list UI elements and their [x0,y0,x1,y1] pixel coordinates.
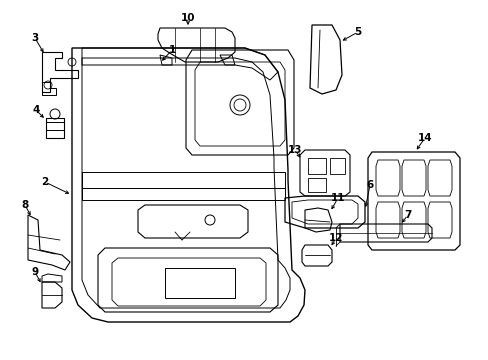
Bar [164,268,235,298]
Bar [46,118,64,138]
Text: 11: 11 [330,193,345,203]
Text: 2: 2 [41,177,48,187]
Text: 12: 12 [328,233,343,243]
Text: 10: 10 [181,13,195,23]
Text: 7: 7 [404,210,411,220]
Text: 5: 5 [354,27,361,37]
Text: 9: 9 [31,267,39,277]
Text: 8: 8 [21,200,29,210]
Text: 13: 13 [287,145,302,155]
Text: 1: 1 [168,45,175,55]
Text: 4: 4 [32,105,40,115]
Text: 14: 14 [417,133,431,143]
Text: 6: 6 [366,180,373,190]
Text: 3: 3 [31,33,39,43]
